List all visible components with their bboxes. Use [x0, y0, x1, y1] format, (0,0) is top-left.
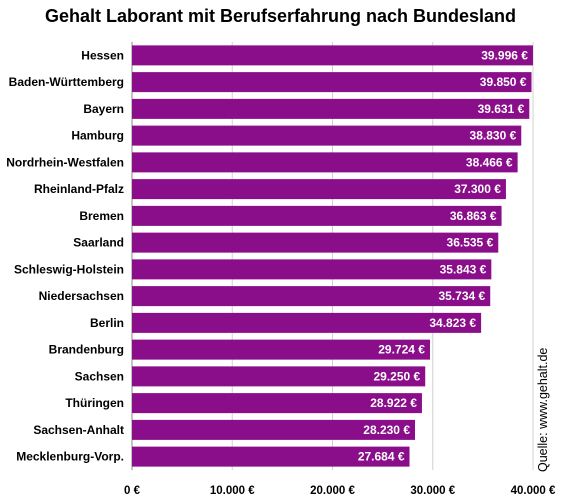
bar [132, 72, 532, 93]
x-tick-label: 10.000 € [210, 485, 255, 497]
data-label: 29.724 € [378, 343, 425, 357]
data-label: 39.850 € [480, 75, 527, 89]
category-label: Mecklenburg-Vorp. [16, 450, 124, 464]
category-label: Rheinland-Pfalz [34, 182, 124, 196]
bar [132, 205, 502, 226]
data-label: 28.922 € [370, 396, 417, 410]
bar [132, 98, 530, 119]
chart-title: Gehalt Laborant mit Berufserfahrung nach… [44, 6, 517, 26]
x-tick-label: 40.000 € [511, 485, 556, 497]
data-label: 38.466 € [466, 155, 513, 169]
data-label: 29.250 € [374, 369, 421, 383]
bar [132, 152, 518, 173]
category-label: Sachsen [75, 369, 124, 383]
bar [132, 393, 422, 414]
category-label: Baden-Württemberg [9, 75, 124, 89]
category-label: Niedersachsen [39, 289, 124, 303]
data-label: 36.535 € [447, 236, 494, 250]
category-label: Thüringen [65, 396, 124, 410]
data-label: 35.734 € [439, 289, 486, 303]
bar [132, 45, 533, 66]
category-label: Berlin [90, 316, 124, 330]
category-label: Nordrhein-Westfalen [6, 155, 124, 169]
bar [132, 259, 492, 280]
bar [132, 232, 499, 253]
x-tick-label: 20.000 € [310, 485, 355, 497]
category-label: Brandenburg [49, 343, 124, 357]
bar [132, 179, 506, 200]
x-tick-label: 30.000 € [410, 485, 455, 497]
category-label: Schleswig-Holstein [14, 262, 124, 276]
category-label: Hessen [81, 48, 124, 62]
category-label: Bayern [83, 102, 124, 116]
x-tick-label: 0 € [124, 485, 141, 497]
category-label: Saarland [73, 236, 124, 250]
bar [132, 366, 426, 387]
data-label: 34.823 € [429, 316, 476, 330]
bar [132, 446, 410, 467]
bar [132, 339, 430, 360]
data-label: 38.830 € [470, 129, 517, 143]
data-label: 36.863 € [450, 209, 497, 223]
data-label: 28.230 € [363, 423, 410, 437]
data-label: 35.843 € [440, 262, 487, 276]
data-label: 39.996 € [481, 48, 528, 62]
source-label: Quelle: www.gehalt.de [536, 348, 550, 472]
bar [132, 286, 491, 307]
bar [132, 125, 522, 146]
data-label: 37.300 € [454, 182, 501, 196]
bar [132, 419, 416, 440]
data-label: 27.684 € [358, 450, 405, 464]
data-label: 39.631 € [478, 102, 525, 116]
category-label: Sachsen-Anhalt [33, 423, 124, 437]
category-label: Bremen [79, 209, 124, 223]
category-label: Hamburg [71, 129, 124, 143]
bar [132, 312, 482, 333]
